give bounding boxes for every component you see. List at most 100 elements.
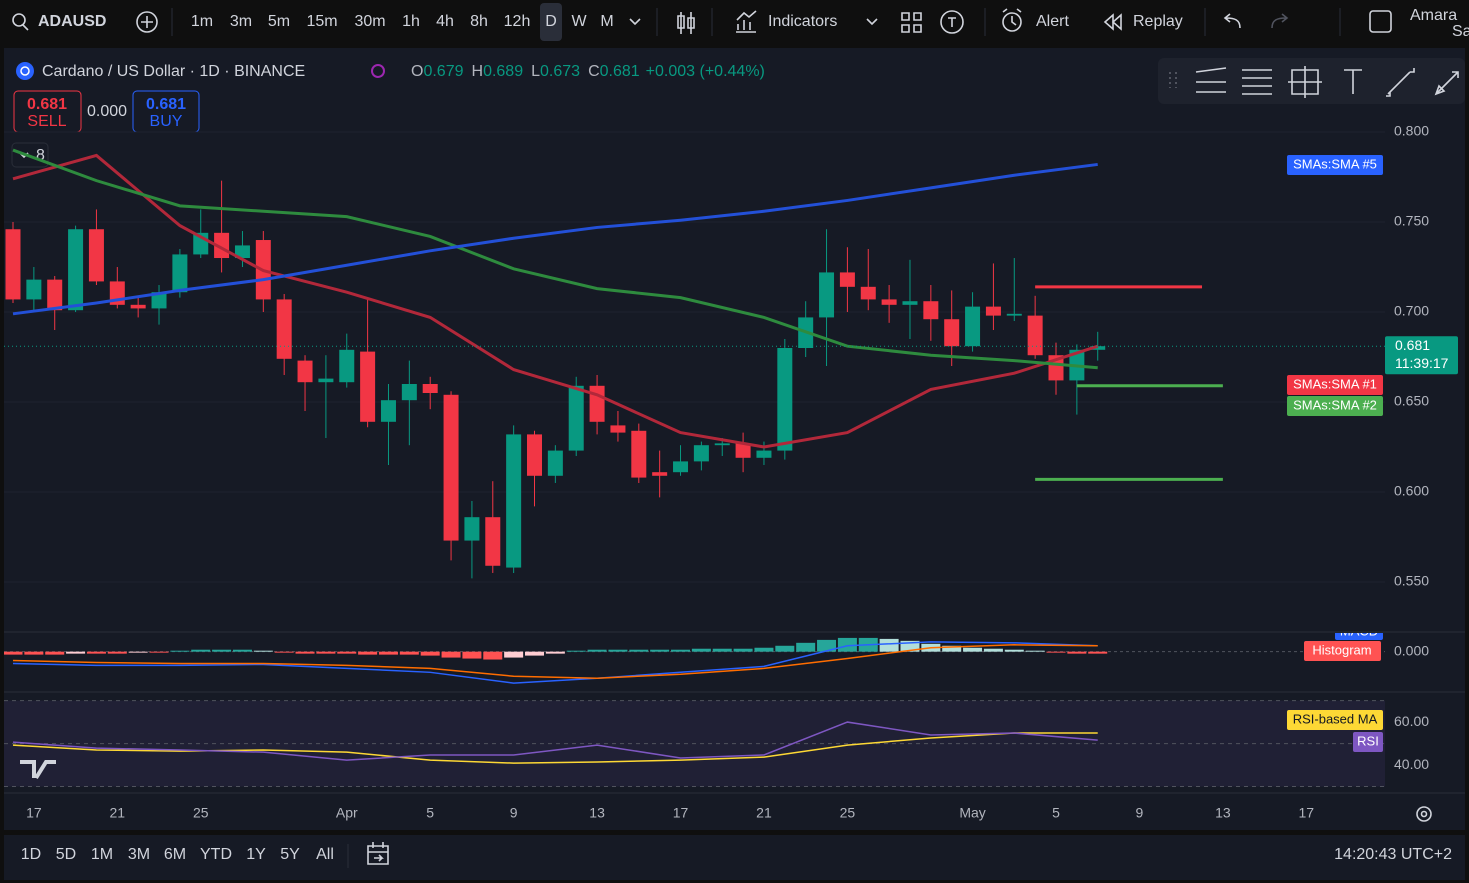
- candle-body: [318, 378, 334, 383]
- goto-date-button[interactable]: [367, 842, 389, 865]
- sma-line: [12, 162, 1098, 316]
- chart-type-icon[interactable]: [677, 12, 695, 34]
- y-tick-label: 0.650: [1394, 393, 1429, 409]
- add-symbol[interactable]: [136, 11, 158, 33]
- histogram-bar: [462, 651, 482, 659]
- range-bar: 14:20:43 UTC+2 1D 5D 1M 3M 6M YTD 1Y 5Y All: [20, 760, 1452, 868]
- tool-text[interactable]: [1344, 69, 1362, 94]
- interval-button[interactable]: 15m: [306, 13, 337, 30]
- range-button[interactable]: All: [316, 846, 334, 863]
- ohlc-label: O: [411, 63, 423, 80]
- countdown: 11:39:17: [1395, 355, 1449, 371]
- range-button[interactable]: YTD: [200, 846, 232, 863]
- interval-button[interactable]: 12h: [504, 13, 531, 30]
- tool-lines[interactable]: [1195, 67, 1227, 93]
- histogram-bar: [796, 642, 816, 652]
- histogram-bar: [837, 637, 857, 652]
- range-button[interactable]: 1M: [91, 846, 113, 863]
- settings-button[interactable]: [1416, 806, 1432, 822]
- histogram-bar: [274, 651, 294, 653]
- range-button[interactable]: 5D: [56, 846, 76, 863]
- last-price: 0.681: [1395, 337, 1430, 353]
- series-tag: [1335, 633, 1383, 640]
- redo-button[interactable]: [1271, 13, 1289, 29]
- histogram-bar: [24, 651, 44, 655]
- candle-body: [693, 445, 709, 462]
- template-icon[interactable]: [940, 10, 964, 34]
- interval-menu[interactable]: [629, 18, 641, 26]
- symbol[interactable]: ADAUSD: [38, 13, 106, 30]
- range-button[interactable]: 1D: [21, 846, 41, 863]
- candle-body: [881, 299, 897, 305]
- tool-shapes[interactable]: [1288, 66, 1322, 98]
- alert-button[interactable]: Alert: [1036, 13, 1069, 30]
- interval-button[interactable]: D: [545, 13, 557, 30]
- user-name[interactable]: Amara: [1410, 7, 1457, 24]
- series-tag: [1287, 155, 1383, 175]
- histogram-bar: [295, 651, 315, 654]
- histogram-bar: [232, 649, 252, 652]
- tool-measure[interactable]: [1386, 68, 1415, 97]
- y-tick-label: 0.750: [1394, 213, 1429, 229]
- candle-body: [297, 360, 313, 383]
- drawing-toolbar-bg: [1158, 58, 1465, 104]
- ohlc-label: L: [531, 63, 540, 80]
- range-button[interactable]: 3M: [128, 846, 150, 863]
- candle-body: [839, 272, 855, 287]
- indicators-icon[interactable]: [736, 10, 757, 33]
- interval-button[interactable]: 1h: [402, 13, 420, 30]
- search-icon[interactable]: [12, 13, 26, 27]
- alert-icon[interactable]: [1002, 12, 1022, 32]
- macd-line: [12, 641, 1098, 684]
- interval-button[interactable]: 8h: [470, 13, 488, 30]
- tool-brush[interactable]: [1434, 71, 1459, 96]
- candle-body: [923, 301, 939, 320]
- x-tick-label: 17: [1299, 805, 1315, 821]
- indicators-button[interactable]: Indicators: [768, 13, 837, 30]
- ohlc-values: O0.679 H0.689 L0.673 C0.681 +0.003 (+0.44%): [411, 63, 765, 80]
- range-button[interactable]: 5Y: [280, 846, 300, 863]
- settings-icon: [1420, 810, 1428, 818]
- x-tick-label: 9: [1136, 805, 1144, 821]
- histogram-bar: [399, 651, 419, 655]
- interval-button[interactable]: 4h: [436, 13, 454, 30]
- replay-button[interactable]: Replay: [1133, 13, 1183, 30]
- histogram-bar: [963, 647, 983, 652]
- replay-icon[interactable]: [1103, 13, 1122, 31]
- histogram-bar: [45, 651, 65, 655]
- sell-label: SELL: [27, 113, 66, 130]
- histogram-bar: [712, 648, 732, 652]
- tool-fib[interactable]: [1242, 69, 1272, 95]
- histogram-bar: [1046, 651, 1066, 653]
- sma-line: [12, 153, 1099, 449]
- interval-button[interactable]: 3m: [230, 13, 252, 30]
- undo-button[interactable]: [1223, 13, 1241, 29]
- x-tick-label: 13: [589, 805, 605, 821]
- interval-button[interactable]: 5m: [268, 13, 290, 30]
- histogram-bar: [525, 651, 544, 656]
- interval-button[interactable]: W: [571, 13, 587, 30]
- y-tick-label: 0.800: [1394, 123, 1429, 139]
- x-tick-label: 9: [510, 805, 518, 821]
- interval-button[interactable]: M: [600, 13, 613, 30]
- y-tick-label: 0.000: [1394, 642, 1429, 658]
- collapsed-count: 8: [36, 147, 45, 164]
- interval-button[interactable]: 1m: [191, 13, 213, 30]
- histogram-bar: [86, 651, 106, 654]
- interval-button[interactable]: 30m: [354, 13, 385, 30]
- symbol-logo: [20, 66, 30, 76]
- y-tick-label: 0.700: [1394, 303, 1429, 319]
- ohlc-label: C: [588, 63, 600, 80]
- series-tag-label: RSI: [1357, 733, 1379, 748]
- range-button[interactable]: 6M: [164, 846, 186, 863]
- histogram-bar: [629, 649, 649, 652]
- indicators-menu[interactable]: [866, 18, 878, 26]
- source-icon[interactable]: [371, 64, 385, 78]
- series-tag: [1287, 396, 1383, 416]
- range-button[interactable]: 1Y: [246, 846, 266, 863]
- candle-body: [1006, 313, 1022, 316]
- histogram-bar: [378, 651, 398, 655]
- series-tag-label: Histogram: [1312, 642, 1371, 657]
- fullscreen-button[interactable]: [1369, 10, 1392, 33]
- layouts-icon[interactable]: [901, 12, 922, 33]
